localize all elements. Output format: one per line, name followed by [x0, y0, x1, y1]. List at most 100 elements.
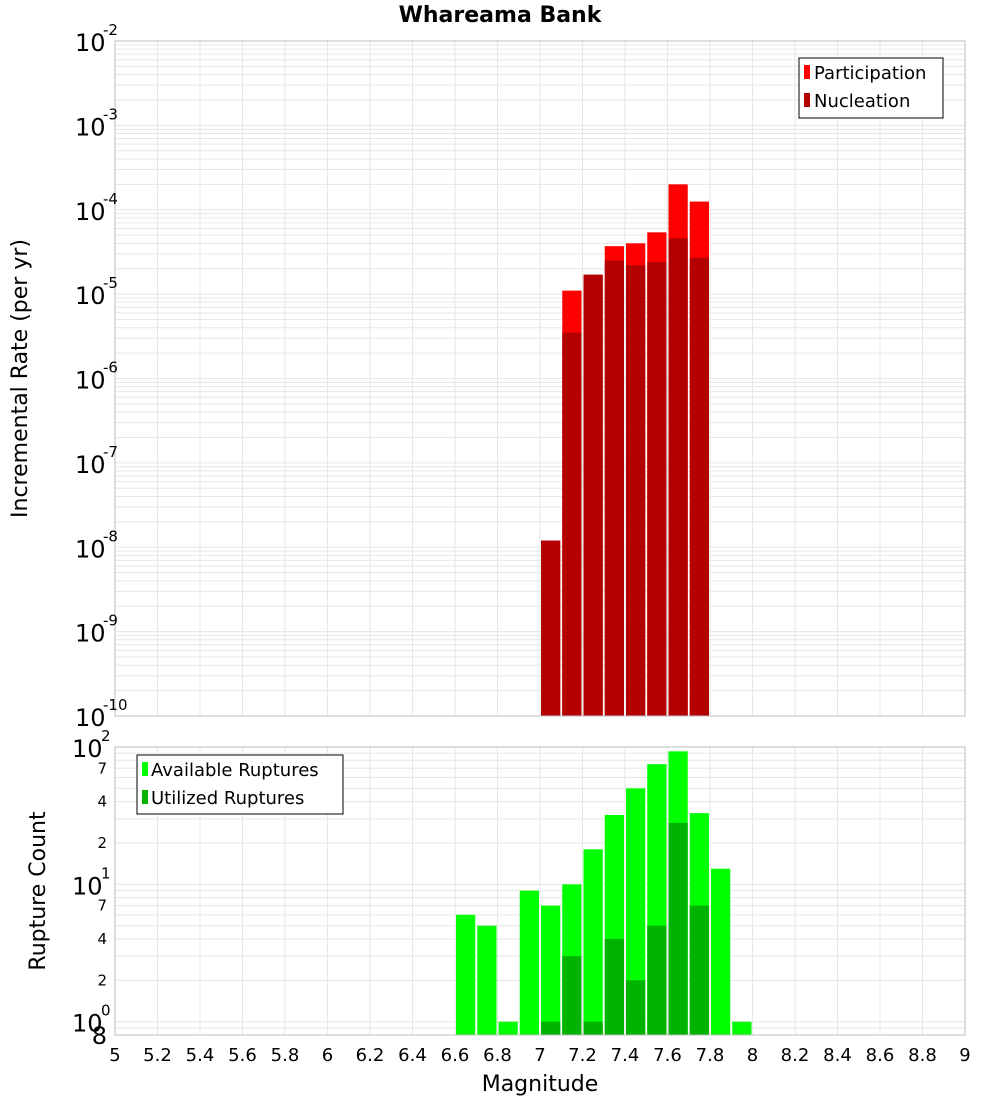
bar-utilized-ruptures [689, 905, 709, 1035]
legend-label: Nucleation [814, 91, 910, 112]
x-tick-label: 8.6 [866, 1045, 895, 1066]
x-tick-label: 7 [534, 1045, 545, 1066]
bar-nucleation [668, 238, 688, 716]
bar-available-ruptures [583, 849, 603, 1035]
top-y-tick-label: 10-7 [75, 443, 118, 479]
minor-tick-label: 2 [97, 971, 107, 989]
top-y-tick-label: 10-2 [75, 21, 118, 57]
tick-label-base: 10 [72, 1010, 103, 1038]
bottom-y-tick-label: 100 [72, 1002, 111, 1038]
x-tick-label: 8.8 [908, 1045, 937, 1066]
tick-label-exponent: 1 [101, 864, 111, 882]
bar-nucleation [562, 332, 582, 716]
tick-label-base: 10 [75, 535, 106, 563]
bottom-y-axis-title: Rupture Count [26, 811, 51, 971]
x-axis-title: Magnitude [482, 1072, 599, 1097]
minor-tick-label: 7 [97, 759, 107, 777]
top-legend: Participation Nucleation [798, 57, 944, 119]
legend-swatch [142, 762, 148, 776]
x-tick-label: 7.8 [696, 1045, 725, 1066]
legend-box [798, 57, 944, 119]
tick-label-base: 10 [75, 367, 106, 395]
x-tick-label: 5.2 [143, 1045, 172, 1066]
bar-available-ruptures [456, 914, 476, 1035]
bar-nucleation [541, 540, 561, 716]
bar-nucleation [583, 274, 603, 716]
bar-utilized-ruptures [541, 1021, 561, 1035]
x-tick-label: 5.6 [228, 1045, 257, 1066]
top-plot-frame [114, 40, 966, 717]
bar-available-ruptures [732, 1021, 752, 1035]
x-tick-label: 7.6 [653, 1045, 682, 1066]
bottom-y-tick-label: 102 [72, 727, 111, 763]
x-tick-label: 9 [959, 1045, 970, 1066]
x-tick-label: 5 [109, 1045, 120, 1066]
legend-label: Participation [814, 63, 926, 84]
bar-nucleation [604, 260, 624, 716]
tick-label-exponent: -9 [103, 612, 118, 630]
tick-label-base: 10 [72, 872, 103, 900]
top-y-axis-title: Incremental Rate (per yr) [8, 239, 33, 518]
bar-nucleation [626, 265, 646, 716]
bar-available-ruptures [498, 1021, 518, 1035]
tick-label-base: 10 [75, 451, 106, 479]
series-nucleation-bars [541, 238, 709, 716]
top-y-tick-label: 10-8 [75, 527, 118, 563]
x-tick-label: 7.4 [611, 1045, 640, 1066]
tick-label-exponent: -5 [103, 274, 118, 292]
tick-label-exponent: 0 [101, 1002, 111, 1020]
tick-label-base: 10 [75, 620, 106, 648]
chart-title: Whareama Bank [399, 3, 603, 28]
x-tick-label: 5.4 [186, 1045, 215, 1066]
top-y-tick-label: 10-4 [75, 190, 118, 226]
x-tick-label: 6.2 [356, 1045, 385, 1066]
bar-available-ruptures [519, 890, 539, 1035]
bottom-y-tick-label: 101 [72, 864, 111, 900]
bar-utilized-ruptures [647, 925, 667, 1035]
bar-utilized-ruptures [604, 939, 624, 1035]
x-tick-label: 5.8 [271, 1045, 300, 1066]
minor-tick-label: 4 [97, 793, 107, 811]
minor-tick-label: 4 [97, 930, 107, 948]
bar-available-ruptures [711, 868, 731, 1035]
tick-label-base: 10 [75, 282, 106, 310]
tick-label-base: 10 [75, 198, 106, 226]
bottom-legend: Available Ruptures Utilized Ruptures [136, 754, 344, 815]
bar-nucleation [689, 257, 709, 716]
bar-utilized-ruptures [668, 822, 688, 1035]
tick-label-exponent: -7 [103, 443, 118, 461]
legend-label: Available Ruptures [151, 760, 319, 781]
tick-label-exponent: 2 [101, 727, 111, 745]
tick-label-exponent: -10 [103, 696, 128, 714]
tick-label-base: 10 [72, 735, 103, 763]
bar-utilized-ruptures [562, 956, 582, 1035]
x-tick-label: 6.8 [483, 1045, 512, 1066]
bar-utilized-ruptures [583, 1021, 603, 1035]
top-y-tick-label: 10-6 [75, 359, 118, 395]
bottom-plot-frame [114, 746, 966, 1036]
tick-label-exponent: -3 [103, 105, 118, 123]
legend-label: Utilized Ruptures [151, 788, 304, 809]
x-tick-label: 6.6 [441, 1045, 470, 1066]
top-y-tick-label: 10-3 [75, 105, 118, 141]
minor-tick-label: 2 [97, 834, 107, 852]
tick-label-exponent: -2 [103, 21, 118, 39]
top-grid [114, 40, 966, 717]
top-y-tick-label: 10-9 [75, 612, 118, 648]
legend-swatch [804, 65, 810, 79]
bar-nucleation [647, 262, 667, 716]
x-tick-label: 8 [747, 1045, 758, 1066]
bar-available-ruptures [477, 925, 497, 1035]
x-tick-label: 7.2 [568, 1045, 597, 1066]
legend-box [136, 754, 344, 815]
minor-tick-label: 7 [97, 897, 107, 915]
bar-utilized-ruptures [626, 980, 646, 1035]
series-utilized-ruptures-bars [541, 822, 709, 1035]
x-tick-label: 8.4 [823, 1045, 852, 1066]
tick-label-exponent: -4 [103, 190, 118, 208]
top-y-tick-label: 10-10 [75, 696, 128, 732]
tick-label-exponent: -6 [103, 359, 118, 377]
tick-label-base: 10 [75, 704, 106, 732]
minor-tick-label: 8 [92, 1022, 107, 1050]
